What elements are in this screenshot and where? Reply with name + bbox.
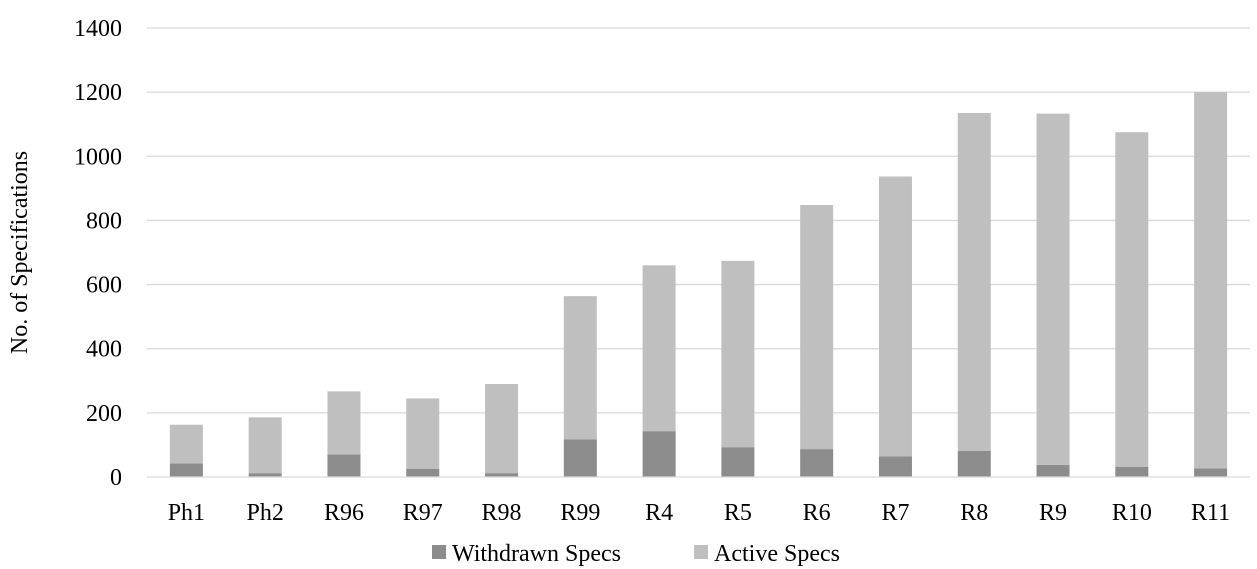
x-tick-label: R98 [482, 500, 522, 526]
y-tick-label: 1400 [74, 16, 122, 42]
bar-active-specs [642, 265, 676, 432]
bar-withdrawn-specs [878, 456, 912, 477]
x-tick-label: R9 [1039, 500, 1067, 526]
bar-withdrawn-specs [721, 447, 755, 477]
legend-label-withdrawn-specs: Withdrawn Specs [452, 541, 621, 567]
y-tick-label: 600 [86, 273, 122, 299]
x-tick-label: R99 [560, 500, 600, 526]
bar-withdrawn-specs [406, 468, 440, 477]
legend-label-active-specs: Active Specs [714, 541, 840, 567]
bar-withdrawn-specs [1194, 468, 1228, 477]
bar-active-specs [563, 296, 597, 440]
bar-active-specs [248, 417, 282, 474]
gridlines [147, 27, 1250, 414]
bar-withdrawn-specs [327, 454, 361, 477]
bars [169, 92, 1228, 477]
y-tick-label: 400 [86, 337, 122, 363]
bar-active-specs [878, 176, 912, 457]
x-tick-label: R10 [1112, 500, 1152, 526]
bar-active-specs [800, 205, 834, 450]
bar-withdrawn-specs [169, 463, 203, 477]
x-tick-label: Ph1 [168, 500, 205, 526]
bar-active-specs [1036, 113, 1070, 465]
x-tick-label: R8 [960, 500, 988, 526]
bar-active-specs [957, 112, 991, 451]
bar-active-specs [169, 424, 203, 464]
bar-active-specs [1194, 92, 1228, 469]
y-axis-ticks: 0 200 400 600 800 1000 1200 1400 [74, 16, 122, 491]
bar-withdrawn-specs [1115, 466, 1149, 477]
bar-withdrawn-specs [248, 473, 282, 477]
y-tick-label: 800 [86, 208, 122, 234]
bar-active-specs [721, 260, 755, 448]
x-tick-label: R11 [1191, 500, 1230, 526]
x-tick-label: R96 [324, 500, 364, 526]
bar-active-specs [406, 398, 440, 469]
bar-withdrawn-specs [1036, 464, 1070, 477]
bar-active-specs [485, 383, 519, 474]
x-tick-label: R97 [403, 500, 443, 526]
y-tick-label: 200 [86, 401, 122, 427]
bar-active-specs [327, 391, 361, 455]
bar-withdrawn-specs [957, 450, 991, 477]
bar-active-specs [1115, 132, 1149, 467]
y-tick-label: 1200 [74, 80, 122, 106]
legend-swatch-active-specs [694, 545, 708, 559]
y-tick-label: 1000 [74, 144, 122, 170]
bar-withdrawn-specs [485, 473, 519, 477]
y-tick-label: 0 [110, 465, 122, 491]
x-tick-label: R6 [803, 500, 831, 526]
x-tick-label: R5 [724, 500, 752, 526]
x-tick-label: R7 [881, 500, 909, 526]
x-tick-label: R4 [645, 500, 673, 526]
x-tick-label: Ph2 [246, 500, 283, 526]
x-axis-ticks: Ph1 Ph2 R96 R97 R98 R99 R4 R5 R6 R7 R8 R9 R10 R11 [168, 500, 1230, 526]
legend: Withdrawn Specs Active Specs [432, 541, 840, 567]
y-axis-title: No. of Specifications [7, 151, 33, 354]
bar-withdrawn-specs [800, 449, 834, 477]
legend-swatch-withdrawn-specs [432, 545, 446, 559]
bar-withdrawn-specs [563, 439, 597, 477]
bar-withdrawn-specs [642, 431, 676, 477]
